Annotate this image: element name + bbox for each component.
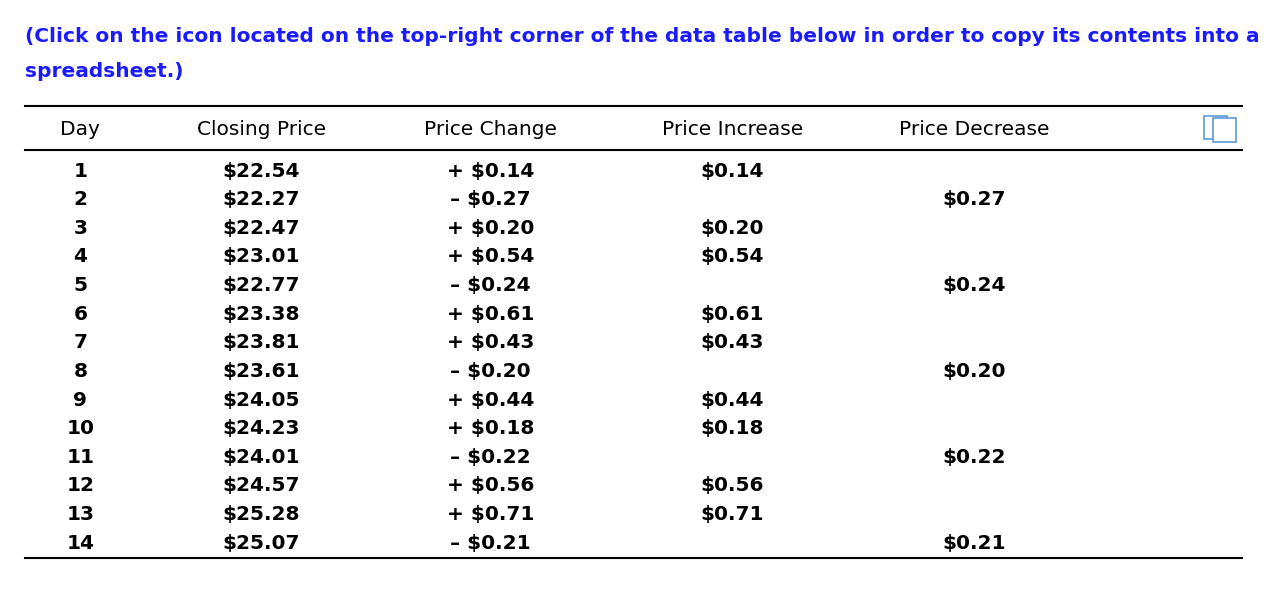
Text: $0.18: $0.18: [701, 419, 764, 438]
Text: + $0.44: + $0.44: [447, 391, 534, 409]
Text: $25.28: $25.28: [223, 505, 299, 524]
Text: $0.24: $0.24: [943, 276, 1006, 295]
Text: Price Change: Price Change: [424, 120, 557, 139]
Text: Price Increase: Price Increase: [662, 120, 803, 139]
Text: – $0.21: – $0.21: [450, 533, 531, 553]
Text: $23.01: $23.01: [223, 247, 299, 267]
Text: $22.77: $22.77: [223, 276, 299, 295]
Text: 8: 8: [74, 362, 87, 381]
Text: + $0.20: + $0.20: [447, 219, 534, 238]
Text: Day: Day: [60, 120, 101, 139]
Text: $0.22: $0.22: [943, 448, 1006, 467]
Text: Price Decrease: Price Decrease: [899, 120, 1050, 139]
Text: $0.71: $0.71: [701, 505, 764, 524]
Text: Closing Price: Closing Price: [196, 120, 326, 139]
Text: $0.56: $0.56: [701, 476, 764, 496]
Text: 4: 4: [74, 247, 87, 267]
Text: $22.54: $22.54: [223, 162, 299, 181]
Text: 10: 10: [66, 419, 94, 438]
Text: $0.14: $0.14: [701, 162, 764, 181]
Text: $24.23: $24.23: [223, 419, 299, 438]
Text: $24.01: $24.01: [223, 448, 299, 467]
Text: – $0.27: – $0.27: [450, 190, 531, 209]
Text: (Click on the icon located on the top-right corner of the data table below in or: (Click on the icon located on the top-ri…: [25, 27, 1260, 45]
Text: 12: 12: [66, 476, 94, 496]
Text: + $0.54: + $0.54: [447, 247, 534, 267]
Text: 1: 1: [74, 162, 87, 181]
Text: + $0.71: + $0.71: [447, 505, 534, 524]
Text: 13: 13: [66, 505, 94, 524]
Text: + $0.43: + $0.43: [447, 333, 534, 352]
Text: 11: 11: [66, 448, 94, 467]
Text: $24.57: $24.57: [223, 476, 299, 496]
Text: 14: 14: [66, 533, 94, 553]
Text: – $0.20: – $0.20: [450, 362, 531, 381]
Text: 3: 3: [74, 219, 87, 238]
Text: $0.54: $0.54: [701, 247, 764, 267]
Text: $0.21: $0.21: [943, 533, 1006, 553]
Text: $22.47: $22.47: [223, 219, 299, 238]
Text: + $0.56: + $0.56: [447, 476, 534, 496]
Text: $0.43: $0.43: [701, 333, 764, 352]
Text: + $0.18: + $0.18: [447, 419, 534, 438]
Text: $25.07: $25.07: [223, 533, 299, 553]
Text: $0.20: $0.20: [943, 362, 1006, 381]
Bar: [1213, 118, 1236, 142]
Text: $23.81: $23.81: [223, 333, 299, 352]
Text: $0.27: $0.27: [943, 190, 1006, 209]
Text: $23.61: $23.61: [223, 362, 299, 381]
Text: $23.38: $23.38: [223, 304, 299, 324]
Text: + $0.14: + $0.14: [447, 162, 534, 181]
Text: – $0.24: – $0.24: [450, 276, 531, 295]
Text: 2: 2: [74, 190, 87, 209]
Text: $22.27: $22.27: [223, 190, 299, 209]
Text: 5: 5: [74, 276, 87, 295]
Text: 9: 9: [74, 391, 87, 409]
Text: $0.61: $0.61: [701, 304, 764, 324]
Text: 7: 7: [74, 333, 87, 352]
Text: $0.44: $0.44: [701, 391, 764, 409]
Text: 6: 6: [74, 304, 87, 324]
Text: $24.05: $24.05: [223, 391, 299, 409]
Text: + $0.61: + $0.61: [447, 304, 534, 324]
Text: spreadsheet.): spreadsheet.): [25, 62, 183, 81]
Bar: [1204, 116, 1227, 139]
Text: $0.20: $0.20: [701, 219, 764, 238]
Text: – $0.22: – $0.22: [450, 448, 531, 467]
